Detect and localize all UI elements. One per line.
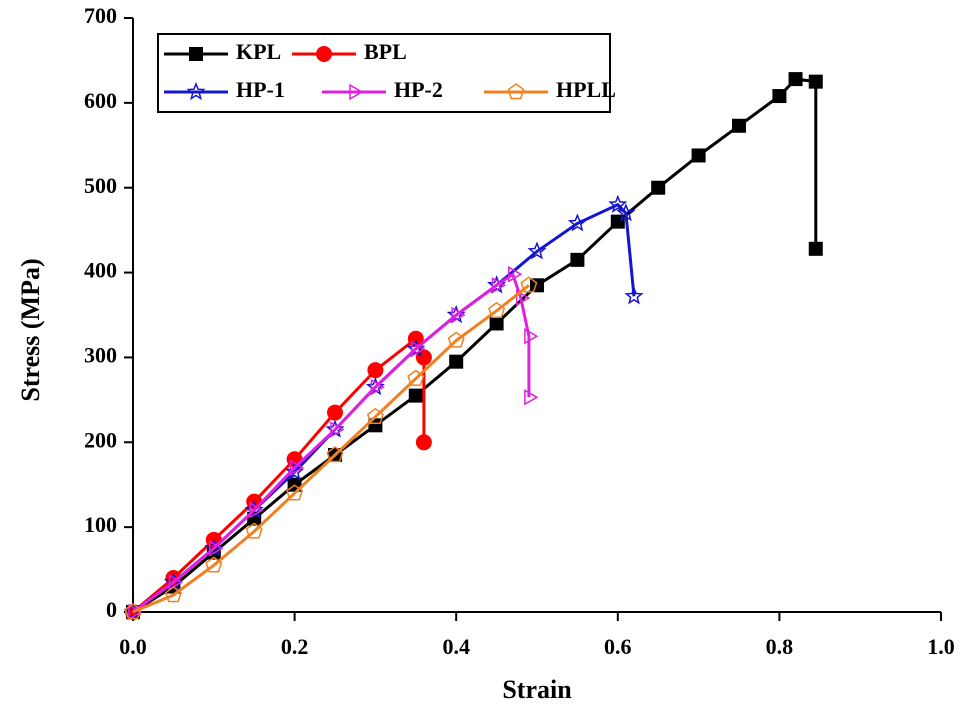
- marker: [488, 301, 506, 318]
- marker: [406, 338, 426, 358]
- marker: [808, 241, 823, 256]
- marker: [325, 419, 345, 438]
- marker: [567, 213, 587, 232]
- x-tick-label: 0.0: [119, 634, 147, 659]
- legend-label: HP-1: [236, 77, 285, 102]
- marker: [691, 148, 706, 163]
- legend-marker: [189, 47, 203, 61]
- series-line: [132, 336, 426, 614]
- marker: [168, 574, 183, 591]
- marker: [520, 276, 538, 293]
- legend: KPL BPL HP-1 HP-2 HPLL: [157, 33, 616, 113]
- marker: [449, 354, 464, 369]
- y-tick-label: 100: [84, 512, 117, 537]
- marker: [732, 118, 746, 133]
- marker: [651, 180, 666, 195]
- y-axis-label: Stress (MPa): [16, 258, 45, 401]
- y-tick-label: 500: [84, 173, 117, 198]
- marker: [244, 500, 264, 519]
- marker: [616, 203, 636, 222]
- y-tick-label: 300: [84, 342, 117, 367]
- y-tick-label: 400: [84, 258, 117, 283]
- x-tick-label: 0.8: [766, 634, 794, 659]
- marker: [204, 538, 224, 557]
- marker: [411, 340, 426, 358]
- marker: [508, 265, 523, 283]
- marker: [205, 556, 223, 573]
- marker: [330, 421, 345, 438]
- marker: [365, 377, 385, 396]
- marker: [570, 252, 585, 267]
- marker: [124, 603, 142, 620]
- marker: [491, 277, 507, 294]
- marker: [451, 306, 466, 324]
- y-tick-label: 600: [84, 88, 117, 113]
- series-line: [132, 284, 530, 614]
- marker: [447, 331, 465, 348]
- marker: [408, 388, 423, 403]
- y-tick-label: 700: [84, 3, 117, 28]
- legend-marker: [316, 46, 332, 62]
- marker: [286, 484, 304, 501]
- x-tick-label: 0.4: [442, 634, 470, 659]
- marker: [808, 74, 823, 89]
- marker: [245, 522, 263, 539]
- marker: [367, 362, 384, 379]
- marker: [164, 586, 182, 603]
- marker: [524, 389, 539, 406]
- marker: [530, 278, 544, 293]
- marker: [163, 572, 183, 591]
- marker: [366, 407, 384, 425]
- marker: [370, 378, 385, 396]
- marker: [608, 194, 628, 213]
- marker: [788, 72, 803, 87]
- marker: [516, 289, 531, 307]
- y-tick-label: 0: [106, 597, 117, 622]
- legend-marker: [507, 83, 525, 100]
- x-tick-label: 0.2: [281, 634, 309, 659]
- marker: [128, 603, 143, 621]
- marker: [326, 446, 344, 463]
- marker: [407, 369, 425, 386]
- marker: [524, 328, 539, 345]
- x-tick-label: 0.6: [604, 634, 632, 659]
- y-tick-label: 200: [84, 427, 117, 452]
- legend-label: HPLL: [556, 77, 616, 102]
- x-tick-label: 1.0: [927, 634, 955, 659]
- legend-box: [157, 33, 611, 113]
- marker: [209, 540, 224, 557]
- legend-label: HP-2: [394, 77, 443, 102]
- marker: [249, 501, 264, 519]
- marker: [624, 286, 644, 305]
- marker: [415, 434, 432, 451]
- legend-marker: [186, 81, 206, 101]
- marker: [327, 404, 343, 421]
- x-axis-label: Strain: [502, 675, 572, 704]
- marker: [289, 459, 305, 477]
- marker: [527, 241, 547, 260]
- legend-marker: [349, 83, 364, 101]
- legend-label: KPL: [236, 39, 281, 64]
- marker: [489, 316, 504, 331]
- legend-label: BPL: [364, 39, 407, 64]
- series-line: [132, 77, 818, 614]
- marker: [772, 89, 787, 104]
